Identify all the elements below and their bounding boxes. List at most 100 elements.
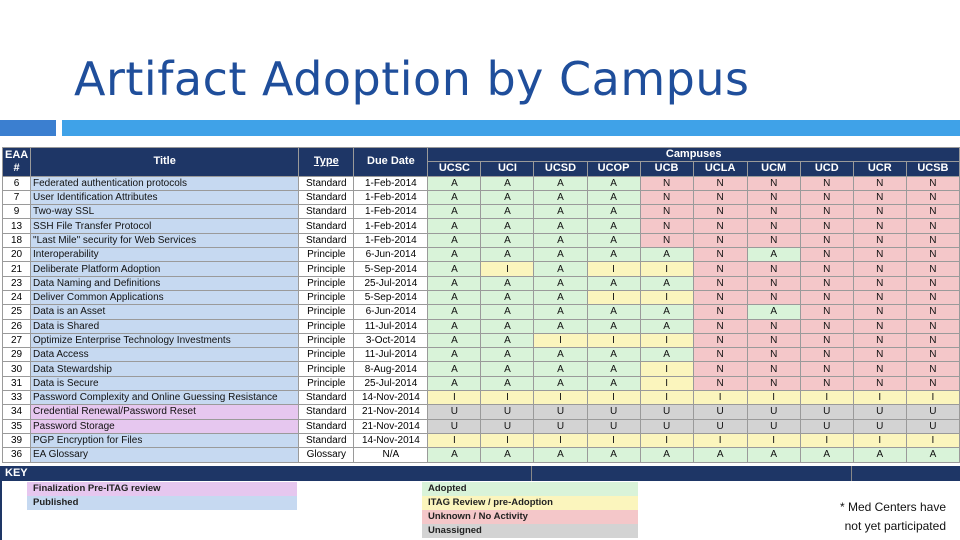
status-cell-ucr: I bbox=[852, 432, 907, 449]
due-date: 1-Feb-2014 bbox=[353, 189, 429, 206]
status-cell-ucsc: A bbox=[427, 289, 482, 306]
status-cell-ucd: N bbox=[799, 289, 854, 306]
artifact-type: Standard bbox=[298, 232, 355, 249]
status-cell-ucb: A bbox=[639, 275, 694, 291]
artifact-type: Glossary bbox=[298, 447, 355, 463]
status-cell-ucsd: I bbox=[533, 332, 588, 349]
campus-header-ucd: UCD bbox=[799, 161, 854, 177]
status-cell-ucop: U bbox=[586, 404, 641, 420]
status-cell-ucsc: U bbox=[427, 404, 482, 420]
status-cell-ucsd: A bbox=[533, 318, 588, 334]
campus-header-row: UCSC UCI UCSD UCOP UCB UCLA UCM UCD UCR UCSB bbox=[3, 161, 960, 177]
status-cell-ucop: A bbox=[586, 275, 641, 291]
status-cell-ucsc: A bbox=[427, 204, 482, 220]
legend-adopted: Adopted bbox=[422, 482, 638, 496]
due-date: 1-Feb-2014 bbox=[353, 175, 429, 191]
status-cell-ucm: N bbox=[746, 275, 801, 291]
status-cell-ucsb: N bbox=[905, 347, 960, 363]
status-cell-ucop: A bbox=[586, 347, 641, 363]
campus-header-ucsb: UCSB bbox=[905, 161, 960, 177]
status-cell-uci: I bbox=[480, 261, 535, 277]
due-date: N/A bbox=[353, 447, 429, 463]
status-cell-ucop: I bbox=[586, 390, 641, 406]
status-cell-ucsc: A bbox=[427, 275, 482, 291]
status-cell-ucm: N bbox=[746, 204, 801, 220]
artifact-title: EA Glossary bbox=[30, 447, 300, 463]
status-cell-ucla: N bbox=[692, 318, 748, 334]
accent-bar-left bbox=[0, 120, 56, 136]
artifact-title: Credential Renewal/Password Reset bbox=[30, 404, 300, 420]
artifact-title: Deliver Common Applications bbox=[30, 289, 300, 306]
status-cell-ucm: A bbox=[746, 447, 801, 463]
eaa-number: 39 bbox=[1, 432, 32, 449]
status-cell-ucr: U bbox=[852, 404, 907, 420]
artifact-title: Deliberate Platform Adoption bbox=[30, 261, 300, 277]
status-cell-ucsb: N bbox=[905, 318, 960, 334]
status-cell-ucr: N bbox=[852, 332, 907, 349]
artifact-type: Standard bbox=[298, 175, 355, 191]
status-cell-ucm: I bbox=[746, 432, 801, 449]
due-date: 5-Sep-2014 bbox=[353, 261, 429, 277]
status-cell-ucsd: I bbox=[533, 390, 588, 406]
status-cell-ucb: A bbox=[639, 347, 694, 363]
status-cell-ucsb: N bbox=[905, 375, 960, 392]
status-cell-ucop: A bbox=[586, 247, 641, 263]
status-cell-ucla: N bbox=[692, 261, 748, 277]
status-cell-ucop: I bbox=[586, 261, 641, 277]
key-label: KEY bbox=[5, 467, 28, 479]
artifact-title: Data Stewardship bbox=[30, 361, 300, 377]
artifact-type: Principle bbox=[298, 332, 355, 349]
status-cell-ucd: N bbox=[799, 175, 854, 191]
status-cell-ucr: N bbox=[852, 204, 907, 220]
status-cell-ucsc: A bbox=[427, 247, 482, 263]
status-cell-ucm: N bbox=[746, 347, 801, 363]
status-cell-ucr: N bbox=[852, 247, 907, 263]
due-date: 6-Jun-2014 bbox=[353, 304, 429, 320]
status-cell-ucr: I bbox=[852, 390, 907, 406]
status-cell-ucsb: I bbox=[905, 432, 960, 449]
table-row: 34 Credential Renewal/Password Reset Stand… bbox=[1, 404, 960, 420]
status-cell-ucsd: A bbox=[533, 175, 588, 191]
status-cell-ucla: N bbox=[692, 332, 748, 349]
header-campuses: Campuses bbox=[427, 146, 960, 163]
status-cell-ucsb: N bbox=[905, 232, 960, 249]
status-cell-ucsc: A bbox=[427, 304, 482, 320]
status-cell-uci: A bbox=[480, 347, 535, 363]
status-cell-uci: A bbox=[480, 375, 535, 392]
status-cell-ucsc: I bbox=[427, 390, 482, 406]
table-row: 13 SSH File Transfer Protocol Standard 1-Fe… bbox=[1, 218, 960, 234]
status-cell-ucm: N bbox=[746, 375, 801, 392]
status-cell-ucsc: A bbox=[427, 318, 482, 334]
status-cell-ucb: N bbox=[639, 189, 694, 206]
due-date: 8-Aug-2014 bbox=[353, 361, 429, 377]
status-cell-ucm: I bbox=[746, 390, 801, 406]
status-cell-ucr: N bbox=[852, 218, 907, 234]
status-cell-ucsb: N bbox=[905, 261, 960, 277]
status-cell-ucop: A bbox=[586, 204, 641, 220]
status-cell-ucb: A bbox=[639, 304, 694, 320]
status-cell-ucsc: A bbox=[427, 261, 482, 277]
artifact-type: Standard bbox=[298, 404, 355, 420]
status-cell-ucsd: U bbox=[533, 418, 588, 434]
due-date: 21-Nov-2014 bbox=[353, 404, 429, 420]
status-cell-ucsd: A bbox=[533, 232, 588, 249]
status-cell-ucm: N bbox=[746, 332, 801, 349]
status-cell-ucd: N bbox=[799, 332, 854, 349]
status-cell-ucsb: N bbox=[905, 204, 960, 220]
header-eaa: EAA # bbox=[1, 147, 32, 177]
artifact-type: Standard bbox=[298, 204, 355, 220]
status-cell-ucsb: N bbox=[905, 332, 960, 349]
status-cell-ucla: N bbox=[692, 175, 748, 191]
status-cell-ucsd: A bbox=[533, 261, 588, 277]
artifact-title: Two-way SSL bbox=[30, 204, 300, 220]
status-cell-ucla: N bbox=[692, 204, 748, 220]
status-cell-ucb: I bbox=[639, 432, 694, 449]
status-cell-ucsc: A bbox=[427, 375, 482, 392]
status-cell-ucsb: U bbox=[905, 418, 960, 434]
status-cell-ucb: I bbox=[639, 390, 694, 406]
status-cell-ucd: N bbox=[799, 275, 854, 291]
status-cell-ucr: N bbox=[852, 347, 907, 363]
artifact-type: Principle bbox=[298, 289, 355, 306]
status-cell-ucd: A bbox=[799, 447, 854, 463]
status-cell-ucsb: N bbox=[905, 175, 960, 191]
